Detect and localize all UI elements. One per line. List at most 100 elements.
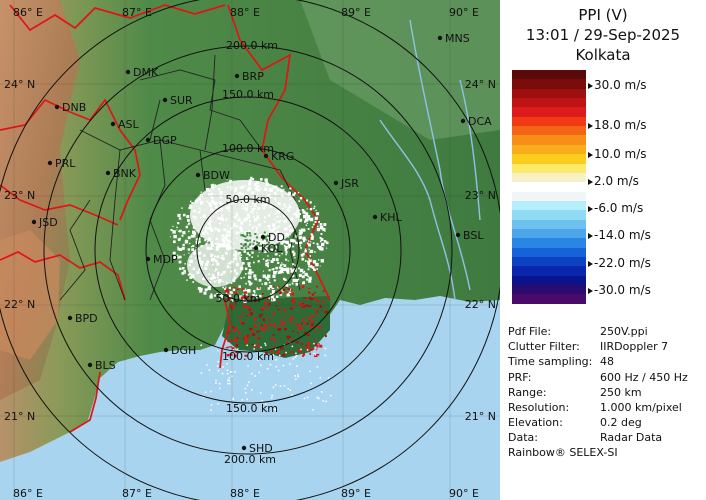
echo-red [234,326,236,328]
echo-red [316,345,319,348]
echo-white [200,235,203,238]
scale-swatch [512,238,586,249]
echo-white [228,286,231,289]
echo-white [251,256,253,258]
echo-white [294,264,296,266]
echo-sea [289,363,291,365]
echo-white [280,269,283,273]
echo-white [242,293,244,295]
echo-red [254,319,256,321]
scale-swatch [512,285,586,295]
echo-red [317,343,320,345]
echo-green [255,244,258,247]
place-dot [455,232,461,238]
echo-white [230,299,234,302]
place-label: KHL [380,211,402,224]
echo-white [314,269,317,271]
echo-white [248,283,252,286]
echo-red [324,334,327,338]
place-dot [145,137,151,143]
echo-red [266,326,268,328]
echo-red [271,351,274,354]
echo-red [274,322,276,325]
echo-white [308,265,310,268]
echo-white [255,294,258,297]
echo-white [210,293,213,296]
echo-red [238,331,241,335]
echo-white [169,236,171,238]
echo-white [284,248,288,252]
echo-red [302,353,305,356]
echo-red [276,328,279,331]
echo-white [181,271,185,275]
echo-red [310,316,312,320]
echo-white [267,287,271,290]
echo-sea [210,409,212,411]
echo-white [189,276,193,279]
echo-red [243,295,247,299]
echo-red [235,327,238,331]
place-label: BRP [242,70,264,83]
radar-map[interactable]: MNS DMK BRP DNB SUR ASL DGP DCA PRL BNK KRG BDW JSR J… [0,0,500,500]
echo-green [254,233,257,235]
echo-red [304,332,306,336]
echo-red [278,285,280,289]
echo-white [288,246,291,249]
echo-sea [277,369,280,372]
info-key: Time sampling: [508,355,593,369]
range-rings [0,0,500,500]
echo-red [275,352,279,355]
echo-sea [236,348,239,350]
echo-red [226,331,229,333]
echo-red [295,341,299,343]
echo-white [298,273,302,277]
echo-red [308,296,312,299]
echo-white [285,240,289,245]
echo-white [192,234,196,238]
longitude-label: 87° E [122,6,152,19]
echo-white [177,254,179,256]
echo-red [310,298,314,301]
echo-white [264,282,268,286]
echo-white [284,245,288,250]
echo-white [305,239,307,241]
longitude-label: 86° E [13,6,43,19]
echo-red [301,302,304,305]
place-label: DD [268,231,285,244]
echo-white [283,240,287,244]
scale-swatch [512,144,586,155]
place-dot [125,69,131,75]
echo-red [233,354,237,358]
echo-sea [251,372,253,375]
echo-red [241,288,243,291]
echo-red [228,298,231,301]
echo-green [246,234,249,237]
echo-sea [272,386,275,389]
echo-red [262,293,264,295]
scale-swatch [512,247,586,258]
echo-white [280,264,283,267]
echo-red [279,309,282,311]
echo-red [298,324,302,326]
echo-white [238,251,241,255]
echo-green [264,253,266,256]
place-label: SHD [249,442,273,455]
echo-red [312,308,317,310]
echo-white [304,272,308,277]
echo-red [259,326,263,330]
echo-white [300,228,304,232]
echo-white [190,246,193,248]
echo-white [304,220,307,223]
echo-green [253,240,256,243]
echo-green [244,235,247,238]
echo-white [207,286,211,291]
echo-red [309,352,311,355]
echo-red [245,315,248,317]
echo-sea [255,405,258,407]
echo-sea [309,370,311,373]
echo-red [318,307,321,309]
echo-red [249,327,253,331]
echo-red [293,299,296,302]
echo-red [324,310,328,314]
echo-white [178,238,181,242]
